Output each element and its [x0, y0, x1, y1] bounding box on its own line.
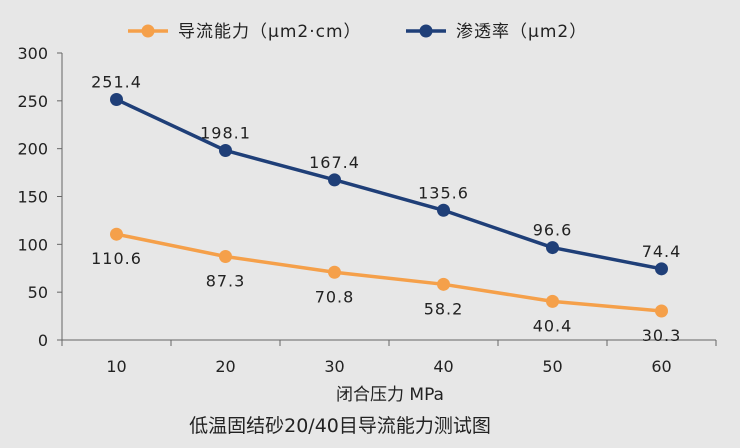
data-label: 96.6 — [533, 221, 573, 240]
data-label: 58.2 — [424, 299, 464, 318]
data-point — [655, 262, 668, 276]
x-axis-title: 闭合压力 MPa — [336, 385, 444, 405]
x-tick-label: 10 — [106, 357, 126, 376]
data-label: 135.6 — [418, 183, 469, 202]
chart-title: 低温固结砂20/40目导流能力测试图 — [189, 415, 491, 437]
data-label: 251.4 — [91, 72, 142, 91]
x-tick-label: 20 — [215, 357, 235, 376]
data-point — [110, 227, 123, 241]
data-label: 70.8 — [315, 287, 355, 306]
y-tick-label: 150 — [17, 188, 48, 207]
series-line — [116, 232, 662, 313]
data-point — [328, 173, 341, 187]
x-tick-label: 30 — [324, 357, 344, 376]
y-tick-label: 250 — [17, 92, 48, 111]
data-label: 167.4 — [309, 153, 360, 172]
legend-item-1: 导流能力（μm2·cm） — [128, 22, 362, 42]
y-tick-label: 100 — [17, 235, 48, 254]
y-tick-label: 50 — [28, 283, 48, 302]
data-point — [546, 294, 559, 308]
x-tick-label: 60 — [651, 357, 671, 376]
series-1: 110.6 87.3 70.8 58.2 40.4 30.3 — [91, 227, 682, 345]
x-tick-label: 50 — [542, 357, 562, 376]
data-label: 30.3 — [642, 326, 682, 345]
legend-marker — [419, 24, 433, 38]
axes: 0 50 100 150 200 250 300 10 20 30 40 50 60 — [17, 44, 717, 376]
data-point — [437, 203, 450, 217]
data-label: 198.1 — [200, 123, 251, 142]
data-label: 87.3 — [206, 271, 246, 290]
series-line — [115, 97, 662, 271]
x-tick-label: 40 — [433, 357, 453, 376]
data-label: 74.4 — [642, 242, 682, 261]
data-point — [219, 143, 232, 157]
data-label: 110.6 — [91, 249, 142, 268]
series-2: 251.4 198.1 167.4 135.6 96.6 74.4 — [91, 72, 682, 276]
y-tick-label: 200 — [17, 140, 48, 159]
series-layer: 110.6 87.3 70.8 58.2 40.4 30.3 251.4 198.1 167.4… — [91, 72, 682, 345]
data-point — [655, 304, 668, 318]
legend-item-2: 渗透率（μm2） — [406, 22, 587, 42]
data-label: 40.4 — [533, 316, 573, 335]
y-tick-label: 300 — [17, 44, 48, 63]
data-point — [110, 92, 123, 106]
y-tick-label: 0 — [38, 331, 48, 350]
data-point — [437, 277, 450, 291]
data-point — [328, 265, 341, 279]
data-point — [546, 241, 559, 255]
legend-marker — [141, 24, 155, 38]
legend-label: 渗透率（μm2） — [456, 22, 587, 42]
data-point — [219, 249, 232, 263]
legend: 导流能力（μm2·cm） 渗透率（μm2） — [128, 22, 587, 42]
legend-label: 导流能力（μm2·cm） — [178, 22, 362, 42]
